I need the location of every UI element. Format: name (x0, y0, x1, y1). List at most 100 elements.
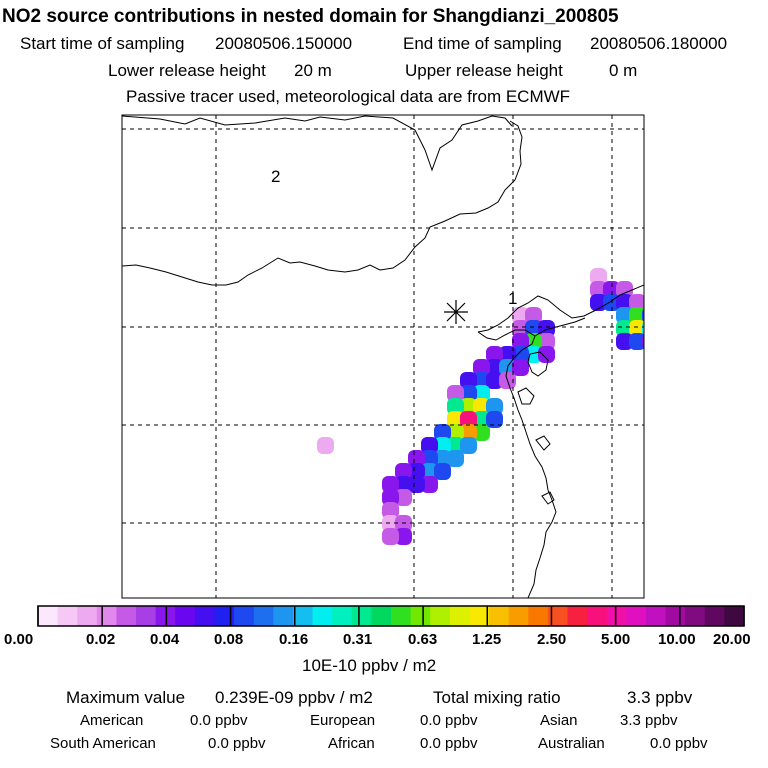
heatmap-cell (473, 372, 490, 389)
total-mixing-label: Total mixing ratio (433, 688, 561, 707)
heatmap-cell (447, 398, 464, 415)
heatmap-cell (629, 294, 644, 311)
colorbar-swatch (136, 606, 157, 626)
heatmap-cell (421, 450, 438, 467)
region-name: South American (50, 735, 156, 752)
max-value: 0.239E-09 ppbv / m2 (215, 688, 373, 707)
heatmap-cell (512, 320, 529, 337)
colorbar-swatch (645, 606, 667, 626)
heatmap-cell (590, 294, 607, 311)
colorbar-swatch (234, 606, 255, 626)
colorbar-tick-label: 10.00 (658, 631, 696, 648)
colorbar-tick-label: 0.00 (4, 631, 34, 648)
colorbar-tick-label: 5.00 (601, 631, 631, 648)
heatmap-cell (382, 515, 399, 532)
grid-lines (122, 115, 644, 598)
heatmap-cell (382, 528, 399, 545)
heatmap-cell (603, 281, 620, 298)
colorbar-swatch (57, 606, 78, 626)
heatmap-cell (447, 411, 464, 428)
coastline (477, 329, 557, 598)
colorbar-swatch (116, 606, 137, 626)
colorbar-swatch (351, 606, 372, 626)
heatmap-cell (421, 437, 438, 454)
region-value: 0.0 ppbv (420, 712, 478, 729)
heatmap-cell (447, 385, 464, 402)
heatmap-cell (395, 476, 412, 493)
heatmap-cell (460, 385, 477, 402)
total-mixing-value: 3.3 ppbv (627, 688, 693, 707)
concentration-field (317, 268, 644, 545)
colorbar-swatch (312, 606, 333, 626)
chart-title: NO2 source contributions in nested domai… (2, 6, 619, 27)
start-time-label: Start time of sampling (20, 34, 185, 53)
heatmap-cell (512, 333, 529, 350)
colorbar-swatch (391, 606, 412, 626)
colorbar-swatch (587, 606, 608, 626)
lower-height-value: 20 m (294, 61, 332, 80)
coastline (527, 351, 549, 377)
heatmap-cell (382, 476, 399, 493)
region-label-1: 1 (508, 289, 518, 308)
heatmap-cell (538, 320, 555, 337)
heatmap-cell (629, 307, 644, 324)
colorbar-tick-label: 1.25 (472, 631, 502, 648)
colorbar-tick-label: 20.00 (713, 631, 751, 648)
region-label-2: 2 (271, 167, 281, 186)
heatmap-cell (486, 359, 503, 376)
region-name: American (80, 712, 144, 729)
heatmap-cell (408, 450, 425, 467)
region-value: 0.0 ppbv (190, 712, 248, 729)
coastlines-borders (122, 115, 644, 598)
heatmap-cell (421, 476, 438, 493)
colorbar-tick-label: 0.63 (408, 631, 438, 648)
heatmap-cell (629, 320, 644, 337)
coastline (534, 317, 586, 337)
colorbar-swatch (469, 606, 490, 626)
colorbar-swatch (214, 606, 235, 626)
colorbar-swatch (77, 606, 98, 626)
heatmap-cell (473, 411, 490, 428)
colorbar-tick-label: 0.08 (214, 631, 244, 648)
end-time-label: End time of sampling (403, 34, 562, 53)
coastline (535, 435, 551, 451)
heatmap-cell (486, 398, 503, 415)
heatmap-cell (447, 424, 464, 441)
heatmap-cell (486, 346, 503, 363)
heatmap-cell (421, 463, 438, 480)
colorbar-unit: 10E-10 ppbv / m2 (302, 656, 437, 675)
heatmap-cell (486, 411, 503, 428)
colorbar-swatch (449, 606, 470, 626)
border-line (122, 120, 523, 286)
border-line (477, 284, 644, 333)
receptor-marker (444, 300, 468, 324)
colorbar-swatch (332, 606, 353, 626)
colorbar-swatch (685, 606, 706, 626)
heatmap-cell (473, 385, 490, 402)
heatmap-cell (434, 437, 451, 454)
heatmap-cell (434, 463, 451, 480)
region-value: 0.0 ppbv (208, 735, 266, 752)
heatmap-cell (395, 463, 412, 480)
start-time-value: 20080506.150000 (215, 34, 353, 53)
colorbar-tick-label: 0.04 (150, 631, 180, 648)
heatmap-cell (447, 437, 464, 454)
heatmap-cell (642, 334, 644, 349)
heatmap-cell (382, 502, 399, 519)
heatmap-cell (538, 346, 555, 363)
colorbar-swatch (489, 606, 510, 626)
heatmap-cell (460, 424, 477, 441)
lower-height-label: Lower release height (108, 61, 266, 80)
colorbar-swatch (38, 606, 59, 626)
colorbar-swatch (665, 606, 686, 626)
colorbar-swatch (547, 606, 568, 626)
heatmap-cell (616, 294, 633, 311)
heatmap-cell (473, 359, 490, 376)
heatmap-cell (538, 333, 555, 350)
max-value-label: Maximum value (66, 688, 186, 707)
heatmap-cell (616, 333, 633, 350)
heatmap-cell (434, 424, 451, 441)
colorbar-swatch (273, 606, 294, 626)
colorbar-swatch (253, 606, 274, 626)
